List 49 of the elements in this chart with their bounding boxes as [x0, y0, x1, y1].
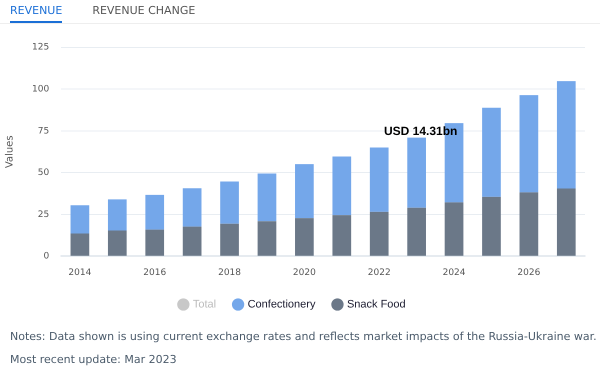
bar	[182, 188, 202, 227]
text: REVENUE	[10, 0, 62, 23]
x-tick-label: 2020	[292, 268, 316, 278]
bar	[220, 224, 239, 256]
legend-label: Total	[192, 298, 216, 311]
x-tick-label: 2022	[368, 268, 391, 278]
x-tick-label: 2026	[517, 268, 541, 278]
bar	[295, 164, 314, 218]
bar	[556, 81, 576, 189]
bar	[520, 192, 538, 256]
text: Most recent update: Mar 2023	[10, 353, 178, 366]
y-tick-label: 25	[38, 210, 50, 220]
bar	[332, 156, 352, 216]
bar	[108, 199, 127, 230]
bar	[70, 205, 90, 234]
y-tick-label: 125	[32, 42, 50, 53]
annotation: USD 14.31bn	[384, 124, 458, 138]
bar	[520, 95, 538, 192]
y-tick-label: 100	[32, 84, 50, 95]
x-tick-label: 2018	[218, 268, 242, 278]
bar	[70, 233, 90, 256]
x-tick-label: 2024	[442, 268, 466, 278]
bar	[482, 196, 501, 256]
bar	[182, 226, 202, 256]
y-axis-title: Values	[4, 135, 16, 168]
bar	[370, 147, 389, 212]
bar	[407, 138, 426, 208]
bar	[482, 108, 501, 197]
bar	[370, 212, 389, 256]
text: Notes: Data shown is using current exchange rates and reflects market impacts of the Russia-Ukraine war.	[10, 330, 598, 343]
y-tick-label: 75	[38, 126, 50, 136]
x-tick-label: 2014	[68, 268, 92, 278]
bar	[556, 188, 576, 256]
x-tick-label: 2016	[143, 268, 166, 278]
bar	[220, 182, 239, 224]
bar	[407, 208, 426, 256]
y-tick-label: 50	[38, 168, 50, 178]
bar	[145, 230, 164, 256]
bar	[145, 194, 164, 230]
legend-label: Snack Food	[346, 298, 406, 311]
bar	[444, 202, 464, 256]
bar	[258, 221, 276, 256]
bar	[295, 218, 314, 256]
text: REVENUE CHANGE	[92, 3, 196, 19]
bar	[332, 215, 352, 256]
legend-label: Confectionery	[248, 298, 316, 311]
bar	[258, 174, 276, 222]
bar	[108, 230, 127, 256]
y-tick-label: 0	[43, 252, 50, 262]
